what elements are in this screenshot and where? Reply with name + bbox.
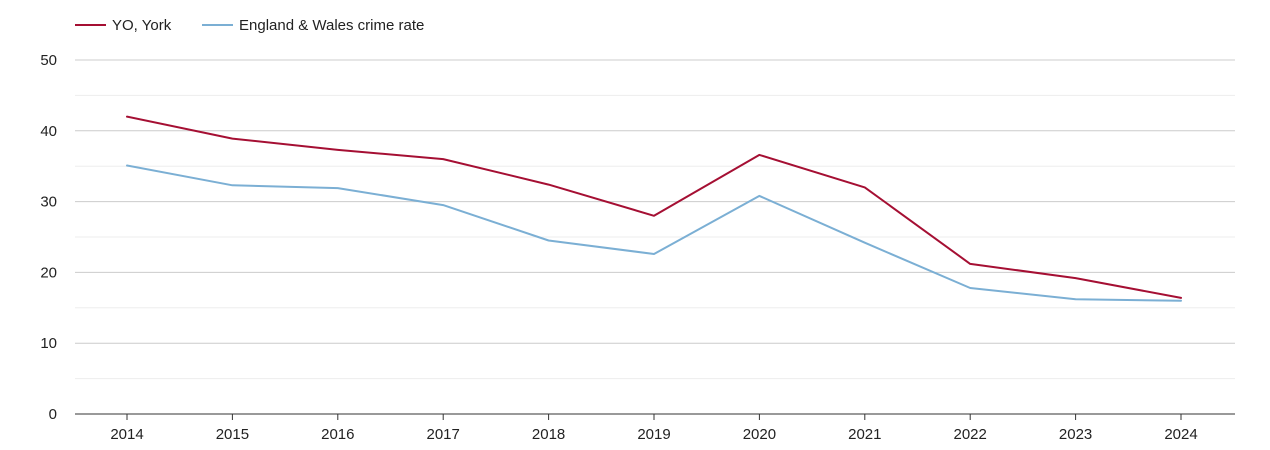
x-tick-label: 2015: [216, 426, 249, 443]
legend: YO, York England & Wales crime rate: [75, 17, 424, 34]
legend-item-england-wales[interactable]: England & Wales crime rate: [202, 17, 424, 34]
x-tick-label: 2014: [110, 426, 143, 443]
legend-item-york[interactable]: YO, York: [75, 17, 172, 34]
legend-label-york: YO, York: [112, 17, 172, 34]
legend-label-england-wales: England & Wales crime rate: [239, 17, 424, 34]
y-tick-label: 20: [40, 264, 57, 281]
y-tick-label: 50: [40, 52, 57, 69]
series-line-england-wales[interactable]: [126, 164, 1182, 302]
y-tick-label: 0: [49, 406, 57, 423]
series-line-york[interactable]: [126, 115, 1182, 299]
x-tick-label: 2024: [1164, 426, 1197, 443]
x-tick-label: 2019: [637, 426, 670, 443]
x-tick-label: 2017: [427, 426, 460, 443]
y-tick-label: 10: [40, 335, 57, 352]
x-tick-label: 2016: [321, 426, 354, 443]
y-tick-label: 30: [40, 194, 57, 211]
x-axis: 2014 2015 2016 2017 2018 2019 2020 2021 2022 2023…: [110, 414, 1198, 443]
x-tick-label: 2020: [743, 426, 776, 443]
x-tick-label: 2018: [532, 426, 565, 443]
x-tick-label: 2022: [954, 426, 987, 443]
y-axis: 0 10 20 30 40 50: [40, 52, 57, 423]
x-tick-label: 2023: [1059, 426, 1092, 443]
gridlines: [75, 59, 1235, 415]
x-tick-label: 2021: [848, 426, 881, 443]
series-lines: [126, 115, 1182, 302]
y-tick-label: 40: [40, 123, 57, 140]
